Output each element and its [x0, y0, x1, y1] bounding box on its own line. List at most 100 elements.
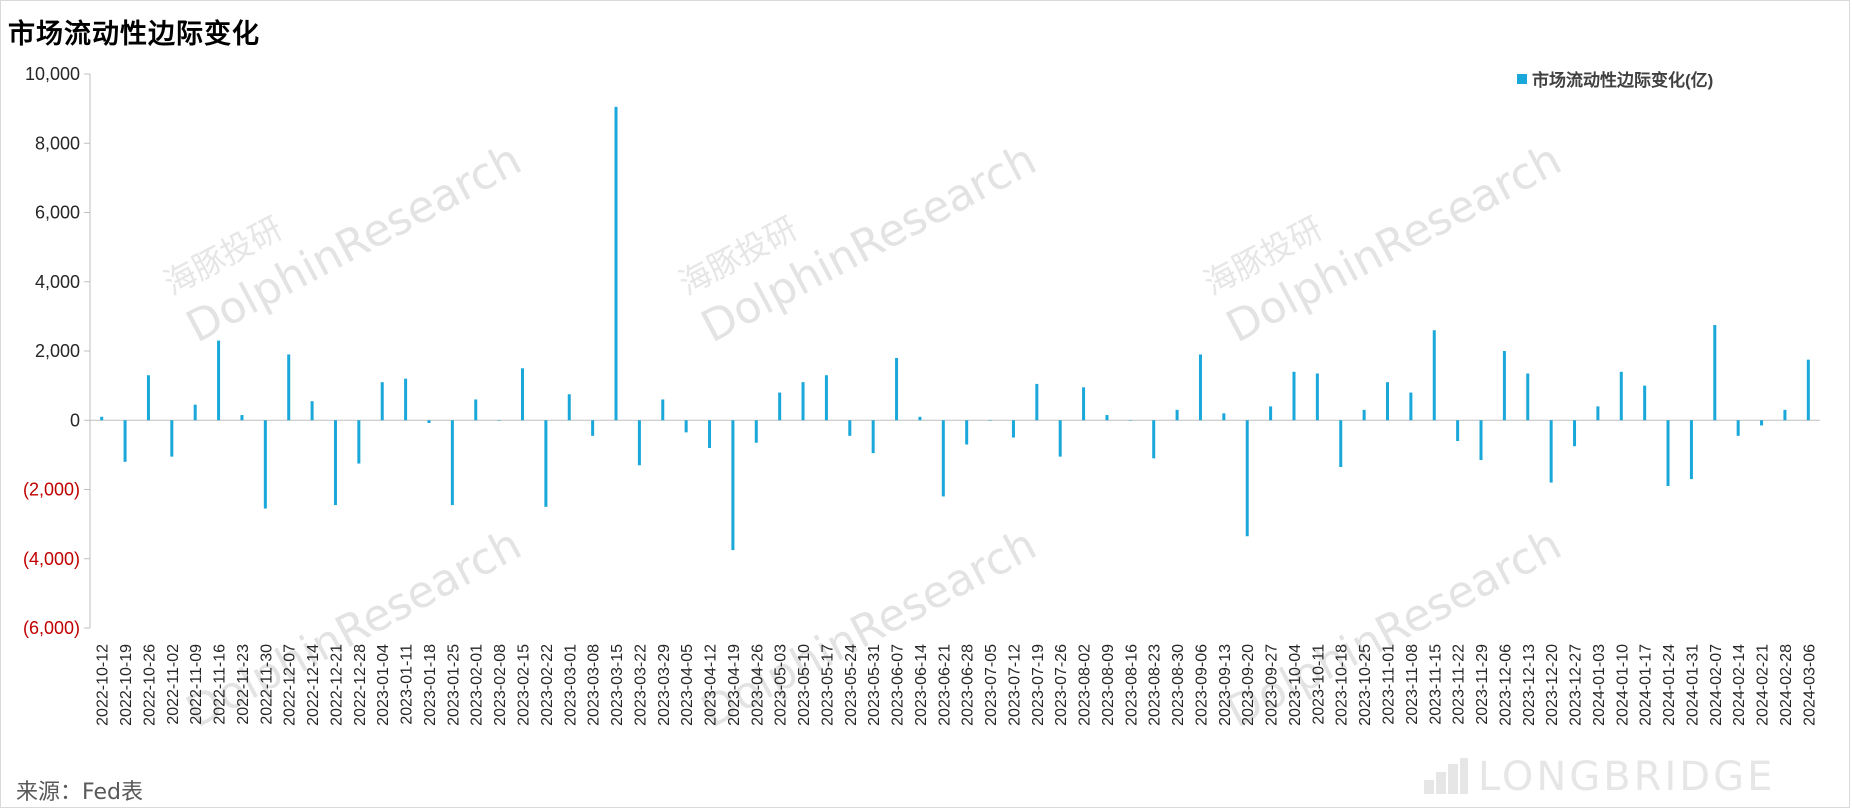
x-tick-label: 2024-02-14	[1731, 644, 1748, 726]
bar	[801, 382, 805, 421]
bar	[778, 392, 782, 421]
x-tick-label: 2022-10-12	[95, 644, 112, 726]
x-tick-label: 2023-04-19	[726, 644, 743, 726]
bar	[965, 420, 969, 445]
x-tick-label: 2024-01-24	[1661, 644, 1678, 726]
y-tick-label: 10,000	[25, 64, 80, 84]
bar	[170, 420, 174, 457]
x-tick-label: 2023-11-22	[1451, 644, 1468, 725]
x-tick-label: 2022-11-02	[165, 644, 182, 725]
x-tick-label: 2023-07-12	[1006, 644, 1023, 726]
bar	[848, 420, 852, 436]
bar	[310, 401, 314, 421]
x-tick-label: 2023-05-10	[796, 644, 813, 726]
bar	[731, 420, 735, 551]
x-tick-label: 2023-07-05	[983, 644, 1000, 726]
bar	[1502, 351, 1506, 421]
bar	[1736, 420, 1740, 436]
bar	[637, 420, 641, 466]
x-tick-label: 2024-02-28	[1778, 644, 1795, 726]
x-tick-label: 2024-01-17	[1638, 644, 1655, 726]
x-tick-label: 2024-02-21	[1755, 644, 1772, 726]
bar	[1549, 420, 1553, 483]
bar	[1035, 383, 1039, 421]
x-tick-label: 2023-07-19	[1030, 644, 1047, 726]
x-tick-label: 2023-03-08	[586, 644, 603, 726]
x-tick-label: 2023-03-29	[656, 644, 673, 726]
bar	[684, 420, 688, 433]
legend-swatch	[1517, 74, 1527, 84]
x-tick-label: 2023-02-15	[516, 644, 533, 726]
bar	[1783, 409, 1787, 421]
bar	[1315, 373, 1319, 421]
x-tick-label: 2022-12-07	[282, 644, 299, 726]
bar	[1198, 354, 1202, 421]
bar	[871, 420, 875, 454]
bar	[1432, 330, 1436, 421]
bar	[941, 420, 945, 497]
bar	[824, 375, 828, 421]
x-tick-label: 2023-05-24	[843, 644, 860, 726]
bar	[100, 416, 104, 421]
x-tick-label: 2023-09-27	[1264, 644, 1281, 726]
bar	[263, 420, 267, 509]
y-tick-label: 4,000	[35, 272, 80, 292]
y-tick-label: 2,000	[35, 341, 80, 361]
x-tick-label: 2023-01-18	[422, 644, 439, 726]
x-tick-label: 2023-03-22	[632, 644, 649, 726]
x-tick-label: 2023-11-29	[1474, 644, 1491, 725]
bar	[1456, 420, 1460, 442]
x-tick-label: 2023-03-15	[609, 644, 626, 726]
bar	[1362, 409, 1366, 421]
bar	[1105, 415, 1109, 421]
bar	[1573, 420, 1577, 447]
bar	[146, 375, 150, 421]
bar	[333, 420, 337, 506]
x-tick-label: 2023-05-31	[866, 644, 883, 726]
x-tick-label: 2023-02-01	[469, 644, 486, 726]
bar	[1292, 371, 1296, 421]
bar	[567, 394, 571, 421]
x-tick-label: 2024-01-03	[1591, 644, 1608, 726]
x-tick-label: 2022-11-16	[212, 644, 229, 725]
x-tick-label: 2023-05-17	[819, 644, 836, 726]
bar	[123, 420, 127, 462]
bar	[1596, 406, 1600, 421]
bar	[1339, 420, 1343, 467]
bar	[1269, 406, 1273, 421]
bar	[661, 399, 665, 421]
x-tick-label: 2023-09-06	[1193, 644, 1210, 726]
x-tick-label: 2023-03-01	[562, 644, 579, 726]
x-tick-label: 2023-10-25	[1357, 644, 1374, 726]
bar	[450, 420, 454, 506]
x-tick-label: 2023-02-22	[539, 644, 556, 726]
footer-watermark: LONGBRIDGE	[1478, 754, 1776, 800]
bar	[1245, 420, 1249, 537]
bar	[404, 378, 408, 421]
longbridge-logo-icon	[1424, 758, 1468, 794]
bar	[1806, 359, 1810, 421]
bar	[1643, 385, 1647, 421]
bar	[1222, 413, 1226, 421]
x-tick-label: 2023-01-11	[399, 644, 416, 725]
chart-title: 市场流动性边际变化	[8, 19, 260, 50]
bar	[1619, 371, 1623, 421]
x-tick-label: 2023-12-27	[1568, 644, 1585, 726]
bar	[1526, 373, 1530, 421]
x-tick-label: 2024-01-31	[1684, 644, 1701, 726]
x-tick-label: 2023-11-01	[1381, 644, 1398, 725]
y-tick-label: (6,000)	[23, 618, 80, 638]
source-note: 来源：Fed表	[16, 780, 143, 805]
bar	[1479, 420, 1483, 461]
x-tick-label: 2023-06-21	[936, 644, 953, 726]
x-tick-label: 2023-02-08	[492, 644, 509, 726]
x-tick-label: 2023-08-16	[1123, 644, 1140, 726]
x-tick-label: 2023-08-09	[1100, 644, 1117, 726]
x-tick-label: 2023-04-26	[749, 644, 766, 726]
x-tick-label: 2023-09-13	[1217, 644, 1234, 726]
bar	[754, 420, 758, 443]
bar	[1128, 420, 1132, 421]
bar	[380, 382, 384, 421]
